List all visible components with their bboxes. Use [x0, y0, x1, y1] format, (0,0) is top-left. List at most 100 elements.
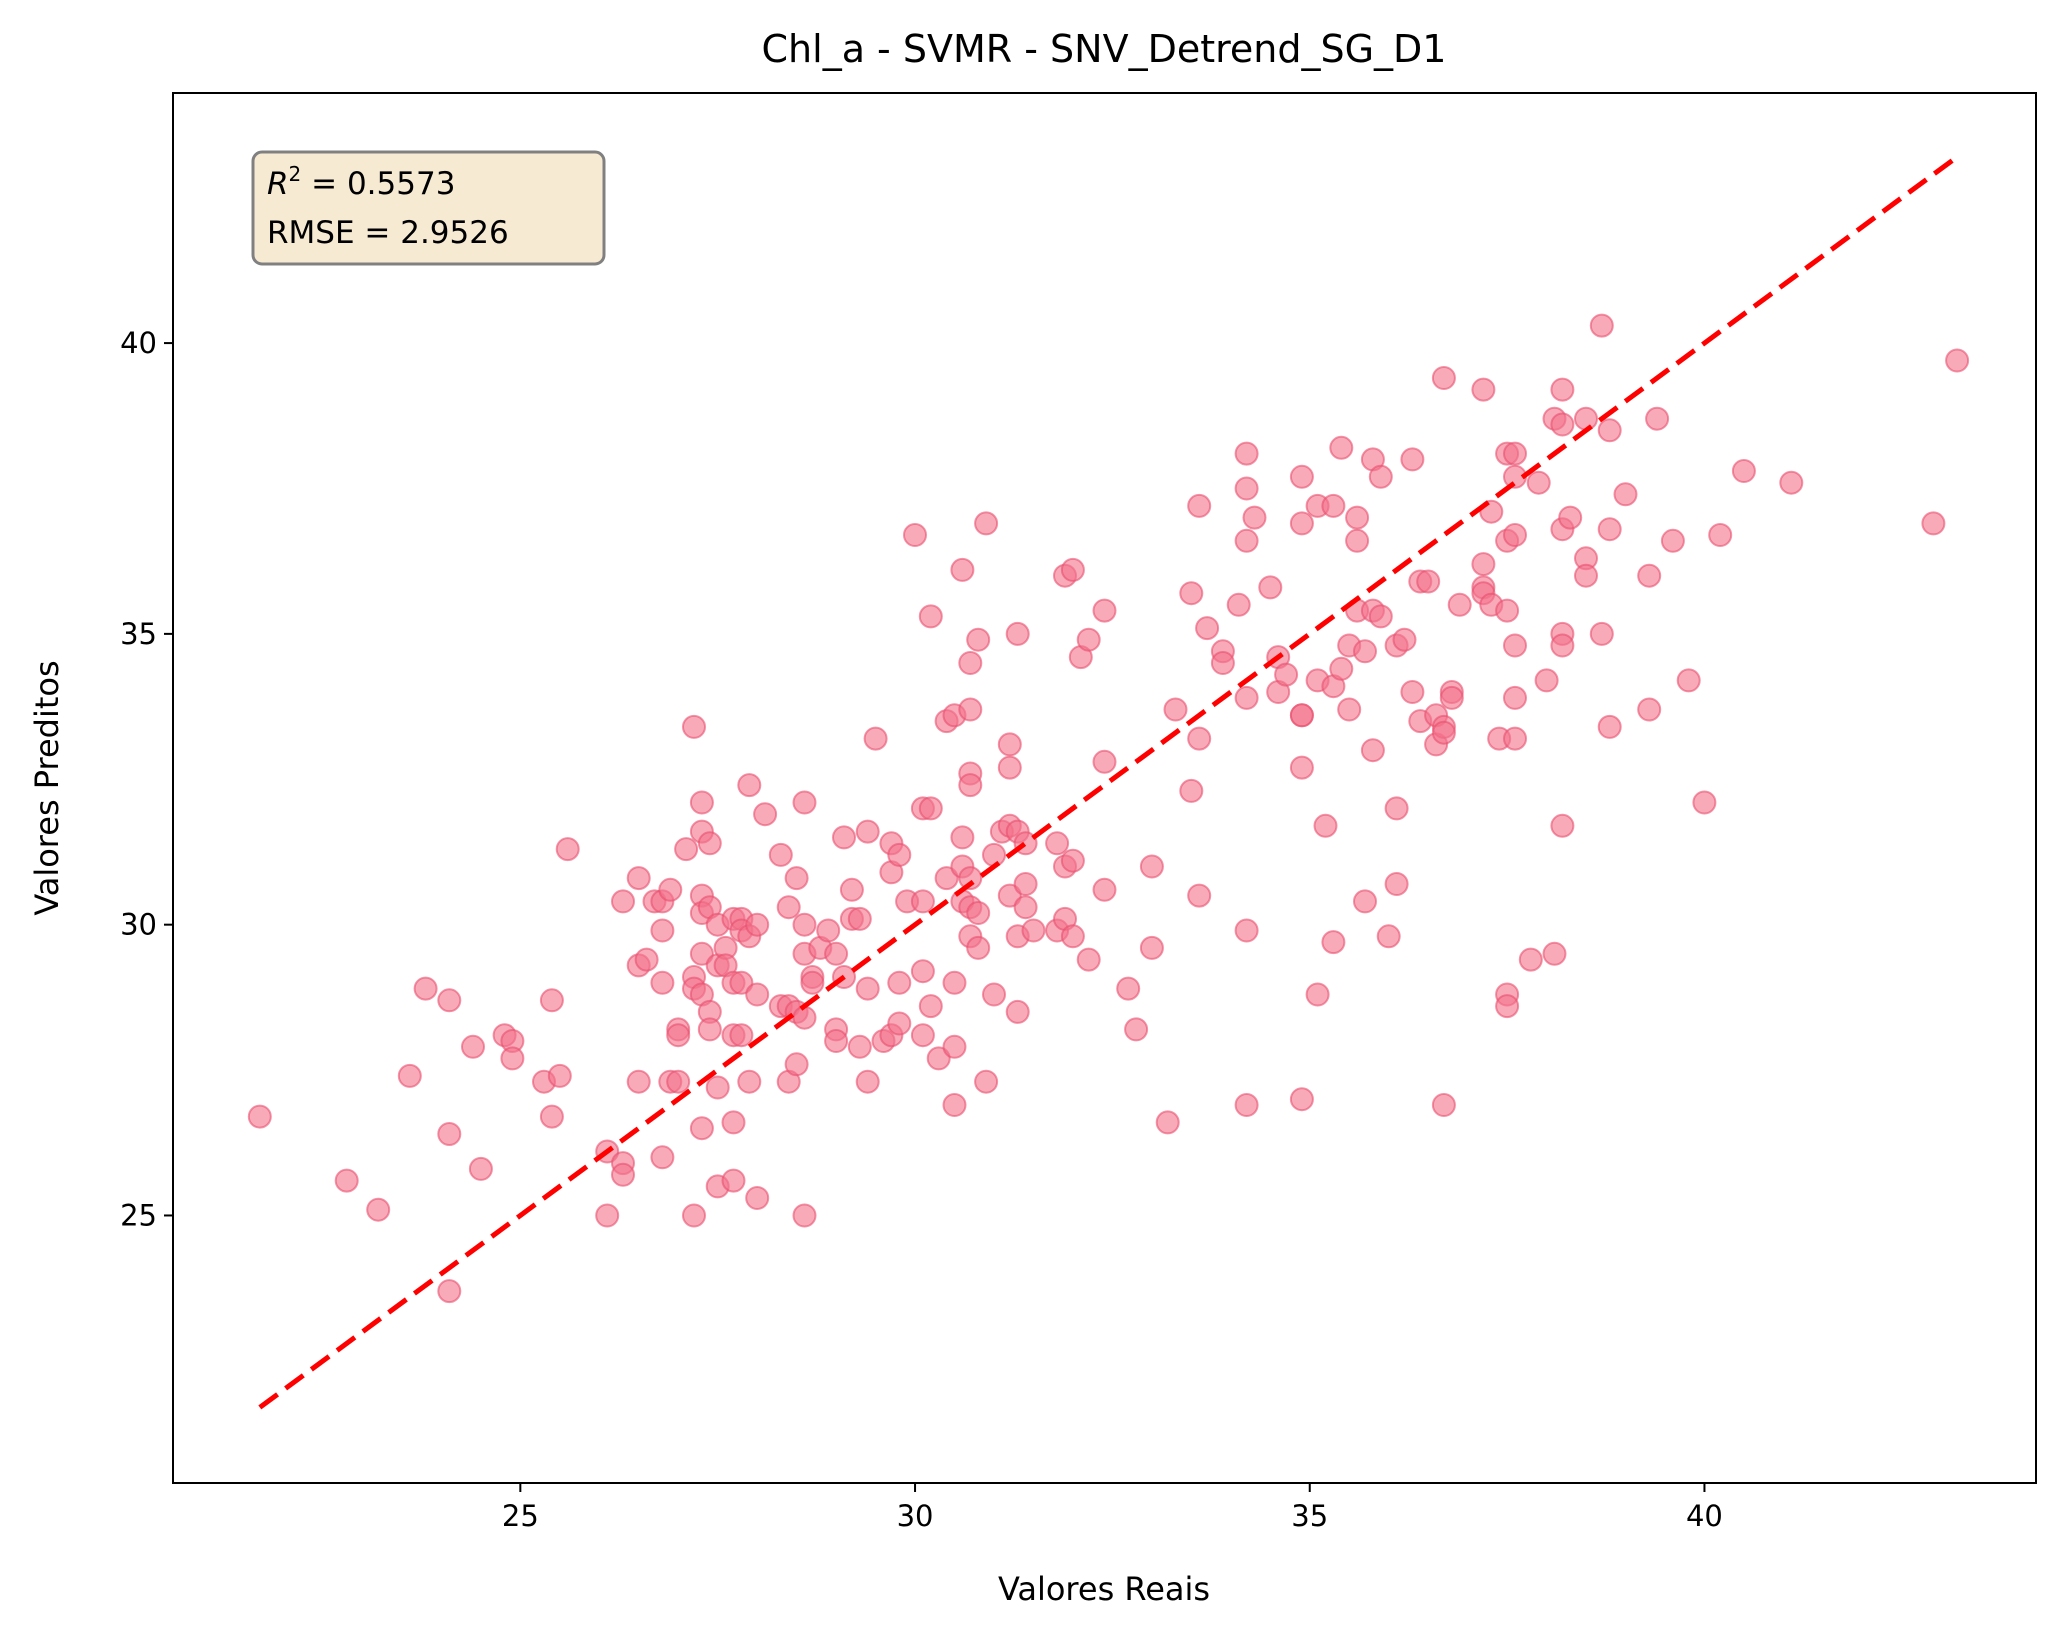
data-point [1289, 703, 1314, 728]
data-point [1210, 651, 1235, 675]
data-point [547, 1063, 572, 1088]
data-point [1329, 656, 1354, 681]
data-point [437, 988, 462, 1013]
data-point [689, 790, 714, 815]
stats-box-background [251, 150, 606, 266]
x-axis-ticks: 25 30 35 40 [502, 1483, 1723, 1533]
x-axis-label: Valores Reais [998, 1570, 1210, 1608]
data-point [1021, 918, 1046, 943]
data-point [1060, 557, 1085, 582]
data-point [942, 1093, 967, 1117]
data-point [1234, 476, 1259, 501]
data-point [745, 1186, 770, 1210]
data-point [729, 970, 754, 995]
data-point [982, 982, 1006, 1007]
data-point [887, 970, 912, 995]
data-point [1503, 441, 1527, 466]
data-point [768, 842, 793, 867]
data-point [1439, 685, 1464, 710]
data-point [1550, 412, 1575, 437]
data-point [1060, 924, 1085, 949]
data-point [650, 970, 675, 995]
y-tick-label: 25 [120, 1198, 157, 1232]
data-point [539, 1104, 564, 1129]
data-point [1187, 883, 1212, 908]
data-point [792, 1005, 817, 1030]
r2-value: = 0.5573 [301, 166, 455, 202]
plot-frame [172, 92, 2037, 1484]
data-point [784, 866, 809, 891]
data-point [958, 651, 983, 675]
data-point [847, 1034, 872, 1059]
x-tick-label: 40 [1686, 1499, 1723, 1533]
data-point [1574, 406, 1598, 431]
data-point [792, 912, 817, 937]
data-point [397, 1063, 422, 1088]
data-point [1234, 528, 1259, 553]
data-point [918, 796, 943, 821]
y-tick-label: 30 [120, 908, 157, 942]
data-point [966, 627, 991, 652]
data-point [1226, 592, 1251, 617]
data-point [1400, 680, 1425, 704]
data-point [958, 866, 983, 891]
data-point [666, 1069, 691, 1094]
data-point [1589, 621, 1614, 646]
data-point [958, 773, 983, 798]
data-point [753, 802, 778, 827]
data-point [942, 970, 967, 995]
data-point [634, 947, 659, 972]
data-points [247, 313, 1970, 1304]
data-point [1558, 505, 1583, 530]
data-point [1471, 552, 1496, 577]
data-point [437, 1279, 462, 1304]
data-point [918, 994, 943, 1019]
data-point [824, 1029, 849, 1053]
y-tick-label: 40 [120, 326, 157, 360]
data-point [1534, 668, 1559, 693]
data-point [950, 557, 975, 582]
data-point [1503, 633, 1527, 658]
reference-line [258, 154, 1959, 1410]
data-point [1503, 726, 1527, 751]
data-point [611, 889, 635, 914]
data-point [784, 1052, 809, 1077]
data-point [555, 837, 580, 862]
data-point [650, 1145, 675, 1170]
data-point [1289, 464, 1314, 489]
data-point [1321, 930, 1346, 955]
data-point [500, 1046, 525, 1071]
data-point [1779, 470, 1804, 495]
data-point [847, 906, 872, 931]
data-point [1005, 621, 1030, 646]
y-tick-label: 35 [120, 617, 157, 651]
r2-symbol: R [267, 166, 289, 202]
data-point [1139, 854, 1164, 879]
data-point [1416, 569, 1441, 594]
chart-title: Chl_a - SVMR - SNV_Detrend_SG_D1 [762, 27, 1447, 71]
data-point [910, 889, 935, 914]
data-point [1384, 872, 1409, 896]
data-point [1518, 947, 1543, 972]
data-point [1187, 493, 1212, 518]
data-point [1660, 528, 1685, 553]
data-point [792, 1203, 817, 1228]
data-point [1234, 1093, 1259, 1117]
data-point [1076, 627, 1101, 652]
data-point [1676, 668, 1701, 693]
data-point [855, 976, 880, 1001]
data-point [1345, 528, 1370, 553]
data-point [689, 1116, 714, 1141]
data-point [1597, 714, 1622, 739]
data-point [745, 982, 770, 1007]
data-point [611, 1162, 635, 1187]
data-point [1589, 313, 1614, 338]
data-point [816, 918, 841, 943]
data-point [1155, 1110, 1180, 1135]
data-point [950, 825, 975, 850]
data-point [1092, 598, 1117, 623]
data-point [1195, 616, 1220, 641]
data-point [1274, 662, 1299, 687]
data-point [1345, 505, 1370, 530]
